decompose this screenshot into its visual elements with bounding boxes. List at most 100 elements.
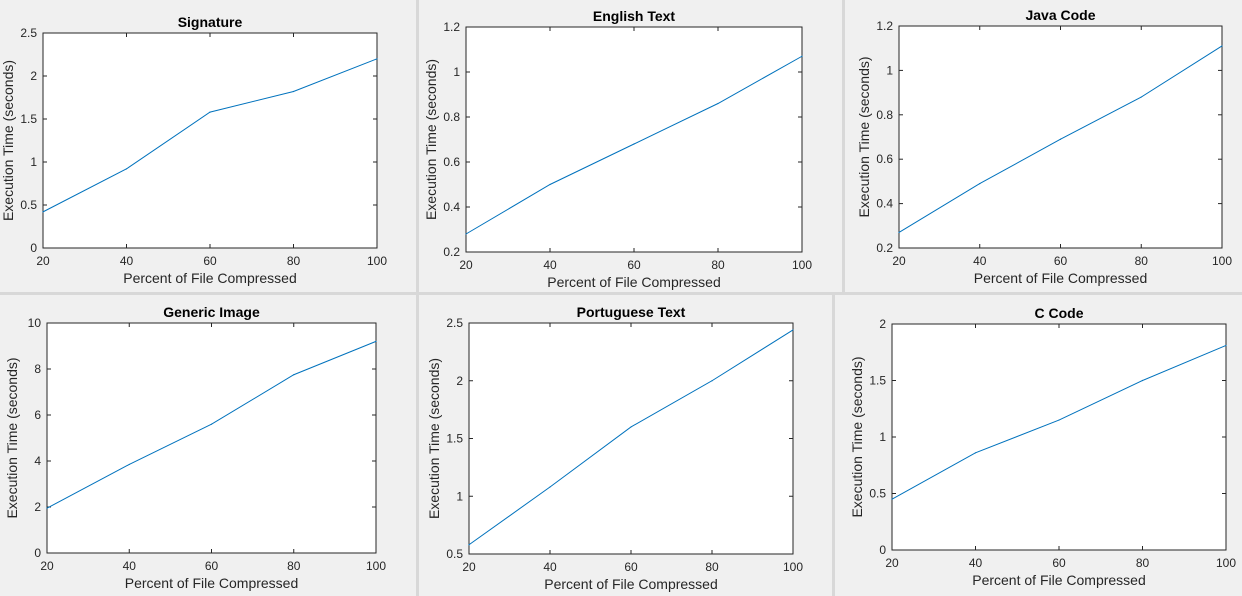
data-point (42, 211, 44, 213)
data-point (630, 426, 632, 428)
x-tick-label: 40 (120, 254, 134, 268)
data-point (1059, 138, 1062, 140)
y-tick-label: 1.2 (876, 19, 893, 33)
chart-signature: Signature 20 40 60 80 100 0 0.5 1 1.5 2 2.5 Percent … (0, 14, 387, 286)
figure-window-java-code[interactable]: Java Code 20 40 60 80 100 0.2 0.4 0.6 0.8 1 1.2 Perc… (845, 0, 1242, 292)
y-tick-label: 0 (30, 241, 37, 255)
x-tick-label: 20 (459, 258, 473, 272)
y-tick-label: 0.5 (446, 547, 463, 561)
x-tick-label: 100 (792, 258, 812, 272)
y-tick-label: 0.5 (20, 198, 37, 212)
data-point (376, 58, 378, 60)
data-point (375, 340, 377, 342)
plot-area (465, 26, 803, 253)
x-tick-label: 60 (627, 258, 641, 272)
y-axis-label: Execution Time (seconds) (0, 60, 16, 221)
y-tick-label: 4 (34, 454, 41, 468)
plot-area (468, 322, 794, 555)
x-tick-label: 40 (123, 559, 137, 573)
x-tick-label: 80 (711, 258, 725, 272)
figure-window-portuguese-text[interactable]: Portuguese Text 20 40 60 80 100 0.5 1 1.5 2 2.5 Per… (419, 295, 832, 596)
y-tick-label: 8 (34, 362, 41, 376)
data-point (468, 544, 470, 546)
y-tick-label: 0.2 (443, 245, 460, 259)
y-tick-label: 2.5 (446, 316, 463, 330)
y-tick-label: 0.6 (443, 155, 460, 169)
data-point (210, 423, 213, 425)
x-tick-label: 80 (287, 559, 301, 573)
figure-window-english-text[interactable]: English Text 20 40 60 80 100 0.2 0.4 0.6 0.8 1 1.2 P… (419, 0, 842, 292)
x-tick-label: 100 (366, 559, 386, 573)
y-tick-label: 1.2 (443, 20, 460, 34)
data-point (891, 498, 893, 500)
y-axis-label: Execution Time (seconds) (423, 59, 439, 220)
x-tick-label: 60 (1052, 556, 1066, 570)
y-tick-label: 1 (879, 430, 886, 444)
x-tick-label: 80 (287, 254, 301, 268)
y-tick-label: 1 (453, 65, 460, 79)
x-tick-label: 100 (783, 560, 803, 574)
x-tick-label: 20 (892, 254, 906, 268)
window-divider (416, 0, 419, 596)
x-tick-label: 80 (705, 560, 719, 574)
plot-area (42, 32, 378, 249)
chart-title: Java Code (1025, 7, 1095, 23)
plot-area (898, 25, 1223, 249)
chart-c-code: C Code 20 40 60 80 100 0 0.5 1 1.5 2 Percent of Fil… (849, 305, 1236, 588)
y-tick-label: 6 (34, 408, 41, 422)
figure-window-signature[interactable]: Signature 20 40 60 80 100 0 0.5 1 1.5 2 2.5 Percent … (0, 0, 416, 292)
y-tick-label: 0.8 (443, 110, 460, 124)
y-tick-label: 1 (886, 63, 893, 77)
x-tick-label: 40 (543, 560, 557, 574)
figure-window-generic-image[interactable]: Generic Image 20 40 60 80 100 0 2 4 6 8 10 Percent o… (0, 295, 416, 596)
chart-portuguese-text: Portuguese Text 20 40 60 80 100 0.5 1 1.5 2 2.5 Per… (426, 304, 803, 592)
x-tick-label: 80 (1136, 556, 1150, 570)
chart-title: Signature (178, 14, 243, 30)
y-tick-label: 0 (879, 543, 886, 557)
x-tick-label: 100 (367, 254, 387, 268)
data-point (717, 102, 719, 105)
data-point (128, 463, 130, 466)
data-point (46, 507, 48, 509)
figure-window-c-code[interactable]: C Code 20 40 60 80 100 0 0.5 1 1.5 2 Percent of Fil… (835, 295, 1242, 596)
y-tick-label: 0.4 (876, 197, 893, 211)
x-tick-label: 20 (885, 556, 899, 570)
x-tick-label: 80 (1135, 254, 1149, 268)
data-point (125, 168, 128, 170)
x-tick-label: 40 (973, 254, 987, 268)
data-point (1225, 344, 1227, 347)
y-axis-label: Execution Time (seconds) (426, 358, 442, 519)
chart-english-text: English Text 20 40 60 80 100 0.2 0.4 0.6 0.8 1 1.2 P… (423, 8, 812, 290)
y-tick-label: 0 (34, 546, 41, 560)
x-tick-label: 60 (624, 560, 638, 574)
x-axis-label: Percent of File Compressed (544, 576, 718, 592)
data-point (1058, 419, 1060, 421)
y-axis-label: Execution Time (seconds) (856, 56, 872, 217)
x-axis-label: Percent of File Compressed (125, 575, 299, 591)
x-tick-label: 60 (203, 254, 217, 268)
data-point (549, 486, 551, 488)
y-tick-label: 2.5 (20, 26, 37, 40)
x-tick-label: 60 (1054, 254, 1068, 268)
plot-area (891, 323, 1227, 551)
y-tick-label: 0.6 (876, 152, 893, 166)
y-tick-label: 2 (879, 317, 886, 331)
y-tick-label: 0.4 (443, 200, 460, 214)
x-tick-label: 100 (1212, 254, 1232, 268)
data-point (633, 143, 635, 145)
y-tick-label: 1.5 (20, 112, 37, 126)
data-point (711, 380, 713, 382)
y-tick-label: 2 (456, 374, 463, 388)
x-tick-label: 40 (969, 556, 983, 570)
chart-title: Portuguese Text (577, 304, 686, 320)
chart-java-code: Java Code 20 40 60 80 100 0.2 0.4 0.6 0.8 1 1.2 Perc… (856, 7, 1232, 286)
x-axis-label: Percent of File Compressed (123, 270, 297, 286)
x-tick-label: 100 (1216, 556, 1236, 570)
y-tick-label: 1 (30, 155, 37, 169)
window-divider (0, 292, 1242, 295)
y-tick-label: 0.2 (876, 241, 893, 255)
data-point (974, 452, 977, 454)
y-tick-label: 0.8 (876, 108, 893, 122)
data-point (898, 231, 900, 234)
y-tick-label: 2 (34, 500, 41, 514)
